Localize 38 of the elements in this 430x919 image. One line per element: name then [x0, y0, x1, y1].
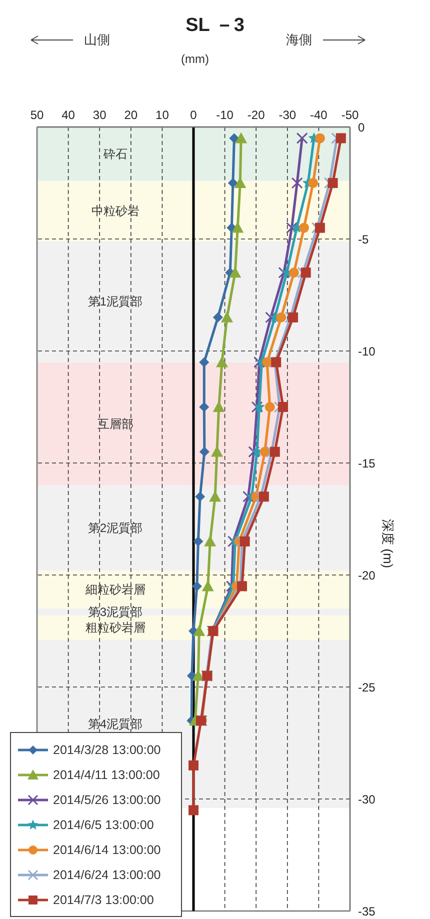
- x-tick-label: 50: [30, 108, 44, 122]
- band-label: 第2泥質部: [88, 520, 143, 535]
- x-tick-label: -50: [341, 108, 359, 122]
- text: 海側: [286, 31, 312, 49]
- x-tick-label: -20: [247, 108, 266, 122]
- x-tick-label: 30: [92, 108, 107, 122]
- y-tick-label: -10: [358, 344, 376, 358]
- band-label: 中粒砂岩: [91, 204, 140, 218]
- legend-label: 2014/6/5 13:00:00: [53, 818, 154, 832]
- y-tick-label: -15: [358, 456, 376, 470]
- x-axis-title: (mm): [180, 52, 210, 66]
- text: 山側: [84, 31, 110, 49]
- x-tick-label: 0: [190, 108, 198, 122]
- x-tick-label: -30: [278, 108, 296, 122]
- band-label: 第1泥質部: [88, 294, 143, 309]
- legend-label: 2014/3/28 13:00:00: [53, 742, 161, 756]
- x-tick-label: 40: [62, 108, 76, 122]
- chart-title: SL －3: [186, 15, 244, 36]
- legend-label: 2014/6/24 13:00:00: [53, 868, 161, 882]
- y-tick-label: -35: [358, 904, 376, 918]
- legend-label: 2014/5/26 13:00:00: [53, 792, 161, 806]
- x-tick-label: 10: [156, 108, 170, 122]
- band-label: 砕石: [102, 146, 128, 161]
- y-axis-title: 深度 (m): [380, 519, 396, 568]
- band-label: 第4泥質部: [88, 716, 143, 731]
- y-tick-label: -20: [358, 568, 376, 582]
- y-tick-label: -25: [358, 680, 376, 694]
- band-label: 第3泥質部: [88, 604, 143, 619]
- y-tick-label: -5: [358, 232, 369, 246]
- x-tick-label: -10: [216, 108, 234, 122]
- y-tick-label: -30: [358, 792, 376, 806]
- y-tick-label: 0: [358, 120, 365, 134]
- x-tick-label: -40: [310, 108, 328, 122]
- legend-label: 2014/6/14 13:00:00: [53, 842, 161, 856]
- legend-label: 2014/4/11 13:00:00: [53, 768, 160, 782]
- band-label: 互層部: [97, 416, 134, 431]
- x-tick-label: 20: [124, 108, 138, 122]
- legend-label: 2014/7/3 13:00:00: [53, 892, 154, 906]
